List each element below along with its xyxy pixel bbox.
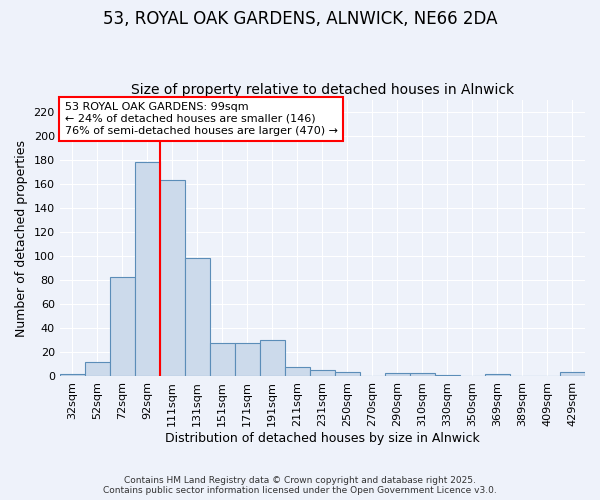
- Y-axis label: Number of detached properties: Number of detached properties: [15, 140, 28, 336]
- Bar: [335, 372, 360, 376]
- Bar: [260, 340, 285, 376]
- Text: 53 ROYAL OAK GARDENS: 99sqm
← 24% of detached houses are smaller (146)
76% of se: 53 ROYAL OAK GARDENS: 99sqm ← 24% of det…: [65, 102, 338, 136]
- Text: Contains HM Land Registry data © Crown copyright and database right 2025.
Contai: Contains HM Land Registry data © Crown c…: [103, 476, 497, 495]
- Bar: [210, 342, 235, 376]
- Bar: [135, 162, 160, 376]
- Bar: [235, 342, 260, 376]
- Bar: [285, 367, 310, 376]
- Bar: [310, 370, 335, 376]
- Bar: [59, 374, 85, 376]
- Bar: [385, 373, 410, 376]
- Bar: [110, 276, 135, 376]
- X-axis label: Distribution of detached houses by size in Alnwick: Distribution of detached houses by size …: [165, 432, 480, 445]
- Text: 53, ROYAL OAK GARDENS, ALNWICK, NE66 2DA: 53, ROYAL OAK GARDENS, ALNWICK, NE66 2DA: [103, 10, 497, 28]
- Title: Size of property relative to detached houses in Alnwick: Size of property relative to detached ho…: [131, 83, 514, 97]
- Bar: [85, 362, 110, 376]
- Bar: [485, 374, 510, 376]
- Bar: [560, 372, 585, 376]
- Bar: [410, 373, 435, 376]
- Bar: [160, 180, 185, 376]
- Bar: [185, 258, 210, 376]
